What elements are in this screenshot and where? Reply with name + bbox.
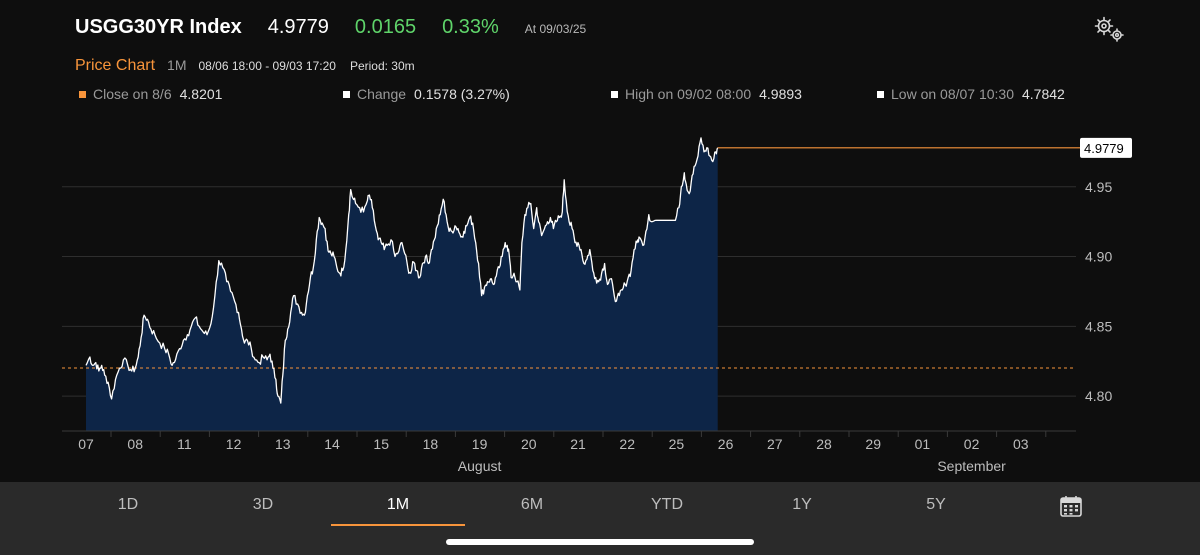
change-legend-square-icon xyxy=(343,90,350,98)
month-label: September xyxy=(937,458,1006,474)
x-tick-label: 26 xyxy=(718,436,734,452)
y-axis-labels: 4.80 4.85 4.90 4.95 xyxy=(1085,179,1112,404)
close-legend-square-icon xyxy=(79,90,86,98)
high-value: 4.9893 xyxy=(759,86,802,102)
x-tick-label: 25 xyxy=(669,436,685,452)
y-tick-label: 4.90 xyxy=(1085,249,1112,265)
active-tab-indicator xyxy=(331,524,465,526)
tab-ytd[interactable]: YTD xyxy=(651,496,683,513)
home-indicator xyxy=(446,539,754,545)
period-interval: Period: 30m xyxy=(349,59,415,73)
month-labels: August September xyxy=(458,458,1006,474)
close-value: 4.8201 xyxy=(179,86,223,102)
tab-5y[interactable]: 5Y xyxy=(926,496,946,513)
range-tab-bar: 1D 3D 1M 6M YTD 1Y 5Y xyxy=(0,482,1200,555)
x-tick-label: 07 xyxy=(78,436,94,452)
x-tick-label: 14 xyxy=(324,436,340,452)
close-label: Close on 8/6 xyxy=(93,86,172,102)
x-tick-label: 08 xyxy=(127,436,143,452)
change-value: 0.1578 (3.27%) xyxy=(414,86,510,102)
last-price-tag: 4.9779 xyxy=(1080,137,1132,158)
tab-3d[interactable]: 3D xyxy=(252,496,274,513)
tab-1d[interactable]: 1D xyxy=(117,496,139,513)
x-tick-label: 12 xyxy=(226,436,242,452)
y-tick-label: 4.85 xyxy=(1085,318,1112,334)
low-value: 4.7842 xyxy=(1022,86,1065,102)
low-legend-square-icon xyxy=(877,90,884,98)
price-change-percent: 0.33% xyxy=(442,16,499,38)
month-label: August xyxy=(458,458,502,474)
high-legend-square-icon xyxy=(611,90,618,98)
ticker-title: USGG30YR Index xyxy=(75,16,242,38)
tab-6m[interactable]: 6M xyxy=(520,496,544,513)
as-of-date: At 09/03/25 xyxy=(524,22,587,36)
settings-gear-icon[interactable] xyxy=(1093,14,1127,44)
date-range: 08/06 18:00 - 09/03 17:20 xyxy=(198,59,336,73)
x-tick-label: 13 xyxy=(275,436,291,452)
low-label: Low on 08/07 10:30 xyxy=(891,86,1014,102)
x-tick-label: 03 xyxy=(1013,436,1029,452)
x-tick-label: 11 xyxy=(177,436,192,452)
high-label: High on 09/02 08:00 xyxy=(625,86,752,102)
stat-change: Change 0.1578 (3.27%) xyxy=(343,86,510,102)
change-label: Change xyxy=(357,86,407,102)
y-tick-label: 4.95 xyxy=(1085,179,1112,195)
price-area xyxy=(86,137,718,431)
x-tick-label: 29 xyxy=(865,436,881,452)
x-tick-label: 28 xyxy=(816,436,832,452)
x-tick-label: 02 xyxy=(964,436,980,452)
x-tick-label: 15 xyxy=(373,436,389,452)
stat-close: Close on 8/6 4.8201 xyxy=(79,86,222,102)
header: USGG30YR Index 4.9779 0.0165 0.33% At 09… xyxy=(75,16,586,44)
x-tick-label: 21 xyxy=(570,436,586,452)
x-tick-label: 22 xyxy=(619,436,635,452)
tab-1m[interactable]: 1M xyxy=(386,496,410,513)
x-tick-label: 19 xyxy=(472,436,488,452)
price-chart-label: Price Chart xyxy=(75,57,156,74)
last-price-tag-label: 4.9779 xyxy=(1084,141,1124,156)
stat-high: High on 09/02 08:00 4.9893 xyxy=(611,86,802,102)
stat-low: Low on 08/07 10:30 4.7842 xyxy=(877,86,1065,102)
calendar-icon[interactable] xyxy=(1059,494,1083,518)
x-tick-label: 01 xyxy=(915,436,931,452)
x-tick-label: 27 xyxy=(767,436,783,452)
period-button[interactable]: 1M xyxy=(167,57,187,73)
y-tick-label: 4.80 xyxy=(1085,388,1112,404)
price-chart[interactable]: 4.9779 4.80 4.85 4.90 4.95 07 08 11 12 13 14 15 18… xyxy=(0,0,1200,482)
price-change: 0.0165 xyxy=(354,16,417,38)
tab-1y[interactable]: 1Y xyxy=(792,496,812,513)
x-axis-labels: 07 08 11 12 13 14 15 18 19 20 21 22 25 26 27 28 29 01 02 03 xyxy=(78,431,1047,452)
x-tick-label: 18 xyxy=(423,436,439,452)
last-price: 4.9779 xyxy=(267,16,329,38)
x-tick-label: 20 xyxy=(521,436,537,452)
price-line xyxy=(85,137,719,404)
chart-subheader: Price Chart 1M 08/06 18:00 - 09/03 17:20… xyxy=(75,57,415,75)
